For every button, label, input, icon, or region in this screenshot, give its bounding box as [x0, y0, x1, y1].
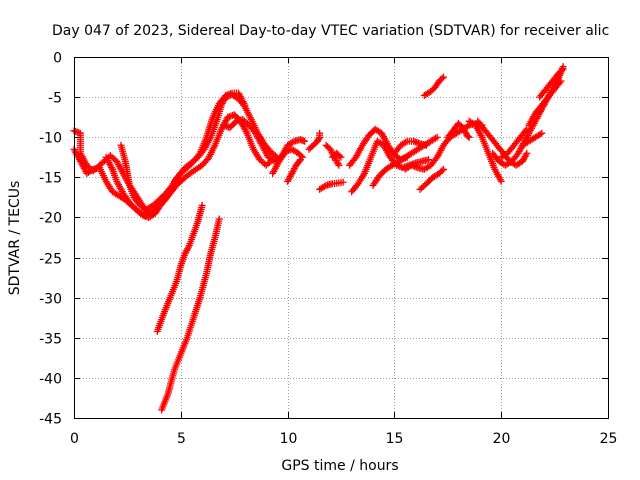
data-point-marker — [559, 65, 567, 73]
y-tick-label: -15 — [39, 171, 62, 187]
x-tick-label: 20 — [493, 431, 511, 447]
data-point-marker — [440, 73, 448, 81]
data-point-marker — [497, 177, 505, 185]
y-axis-title: SDTVAR / TECUs — [7, 181, 23, 296]
series-arc-21 — [465, 117, 505, 185]
data-point-marker — [198, 201, 206, 209]
data-point-marker — [184, 243, 192, 251]
data-point-marker — [465, 133, 473, 141]
series-arc-24 — [497, 125, 531, 161]
series-arc-9 — [305, 129, 324, 153]
data-point-marker — [195, 151, 203, 159]
series-arc-30 — [158, 215, 223, 414]
data-point-marker — [337, 153, 345, 161]
x-tick-label: 5 — [177, 431, 186, 447]
series-arc-12 — [328, 149, 345, 161]
data-points — [70, 63, 567, 414]
data-point-marker — [88, 166, 96, 174]
series-arc-8 — [284, 156, 304, 185]
y-tick-label: -20 — [39, 211, 62, 227]
data-point-marker — [296, 156, 304, 164]
data-point-marker — [297, 152, 305, 160]
series-arc-3 — [102, 111, 277, 221]
data-point-marker — [438, 167, 446, 175]
data-point-marker — [523, 149, 531, 157]
series-arc-28 — [519, 129, 546, 149]
data-point-marker — [336, 152, 344, 160]
data-point-marker — [339, 178, 347, 186]
series-arc-29 — [153, 201, 206, 335]
series-arc-26 — [525, 77, 565, 129]
data-point-marker — [295, 157, 303, 165]
x-tick-label: 10 — [280, 431, 298, 447]
data-point-marker — [464, 132, 472, 140]
series-arc-27 — [536, 65, 567, 101]
y-tick-label: -30 — [39, 292, 62, 308]
data-point-marker — [402, 138, 410, 146]
y-tick-label: -40 — [39, 372, 62, 388]
data-point-marker — [215, 215, 223, 223]
y-tick-label: -25 — [39, 252, 62, 268]
tick-labels: 0 5 10 15 20 25 0 -5 -10 -15 -20 -25 -30 -35 -40 -45 — [39, 51, 617, 448]
series-arc-14 — [348, 137, 433, 196]
axis-ticks — [74, 57, 609, 419]
series-arc-10 — [316, 178, 347, 193]
data-point-marker — [438, 74, 446, 82]
data-point-marker — [425, 156, 433, 164]
y-tick-label: -10 — [39, 131, 62, 147]
data-point-marker — [522, 151, 530, 159]
data-point-marker — [301, 137, 309, 145]
data-point-marker — [320, 182, 328, 190]
data-point-marker — [422, 141, 430, 149]
data-point-marker — [538, 129, 546, 137]
series-arc-5 — [170, 89, 249, 185]
data-point-marker — [288, 138, 296, 146]
x-tick-label: 25 — [600, 431, 618, 447]
data-point-marker — [556, 79, 564, 87]
plot-frame — [74, 57, 609, 419]
series-arc-19 — [420, 73, 448, 100]
series-arc-15 — [369, 133, 441, 189]
y-tick-label: -35 — [39, 332, 62, 348]
data-point-marker — [536, 130, 544, 138]
data-point-marker — [316, 129, 324, 137]
data-point-marker — [558, 66, 566, 74]
x-axis-title: GPS time / hours — [281, 458, 398, 474]
series-arc-20 — [444, 120, 473, 141]
series-arc-16 — [390, 137, 430, 157]
axes — [74, 57, 609, 419]
data-point-marker — [433, 133, 441, 141]
chart-title: Day 047 of 2023, Sidereal Day-to-day VTE… — [52, 23, 609, 39]
y-tick-label: -45 — [39, 412, 62, 428]
data-point-marker — [440, 165, 448, 173]
data-point-marker — [557, 77, 565, 85]
x-tick-label: 0 — [70, 431, 79, 447]
data-point-marker — [315, 135, 323, 143]
data-point-marker — [241, 101, 249, 109]
data-point-marker — [334, 160, 342, 168]
series-arc-18 — [416, 165, 448, 193]
x-tick-label: 15 — [386, 431, 404, 447]
y-tick-label: -5 — [48, 91, 62, 107]
data-point-marker — [464, 122, 472, 130]
y-tick-label: 0 — [53, 51, 62, 67]
data-point-marker — [335, 161, 343, 169]
data-point-marker — [432, 134, 440, 142]
series-arc-7 — [269, 145, 307, 177]
